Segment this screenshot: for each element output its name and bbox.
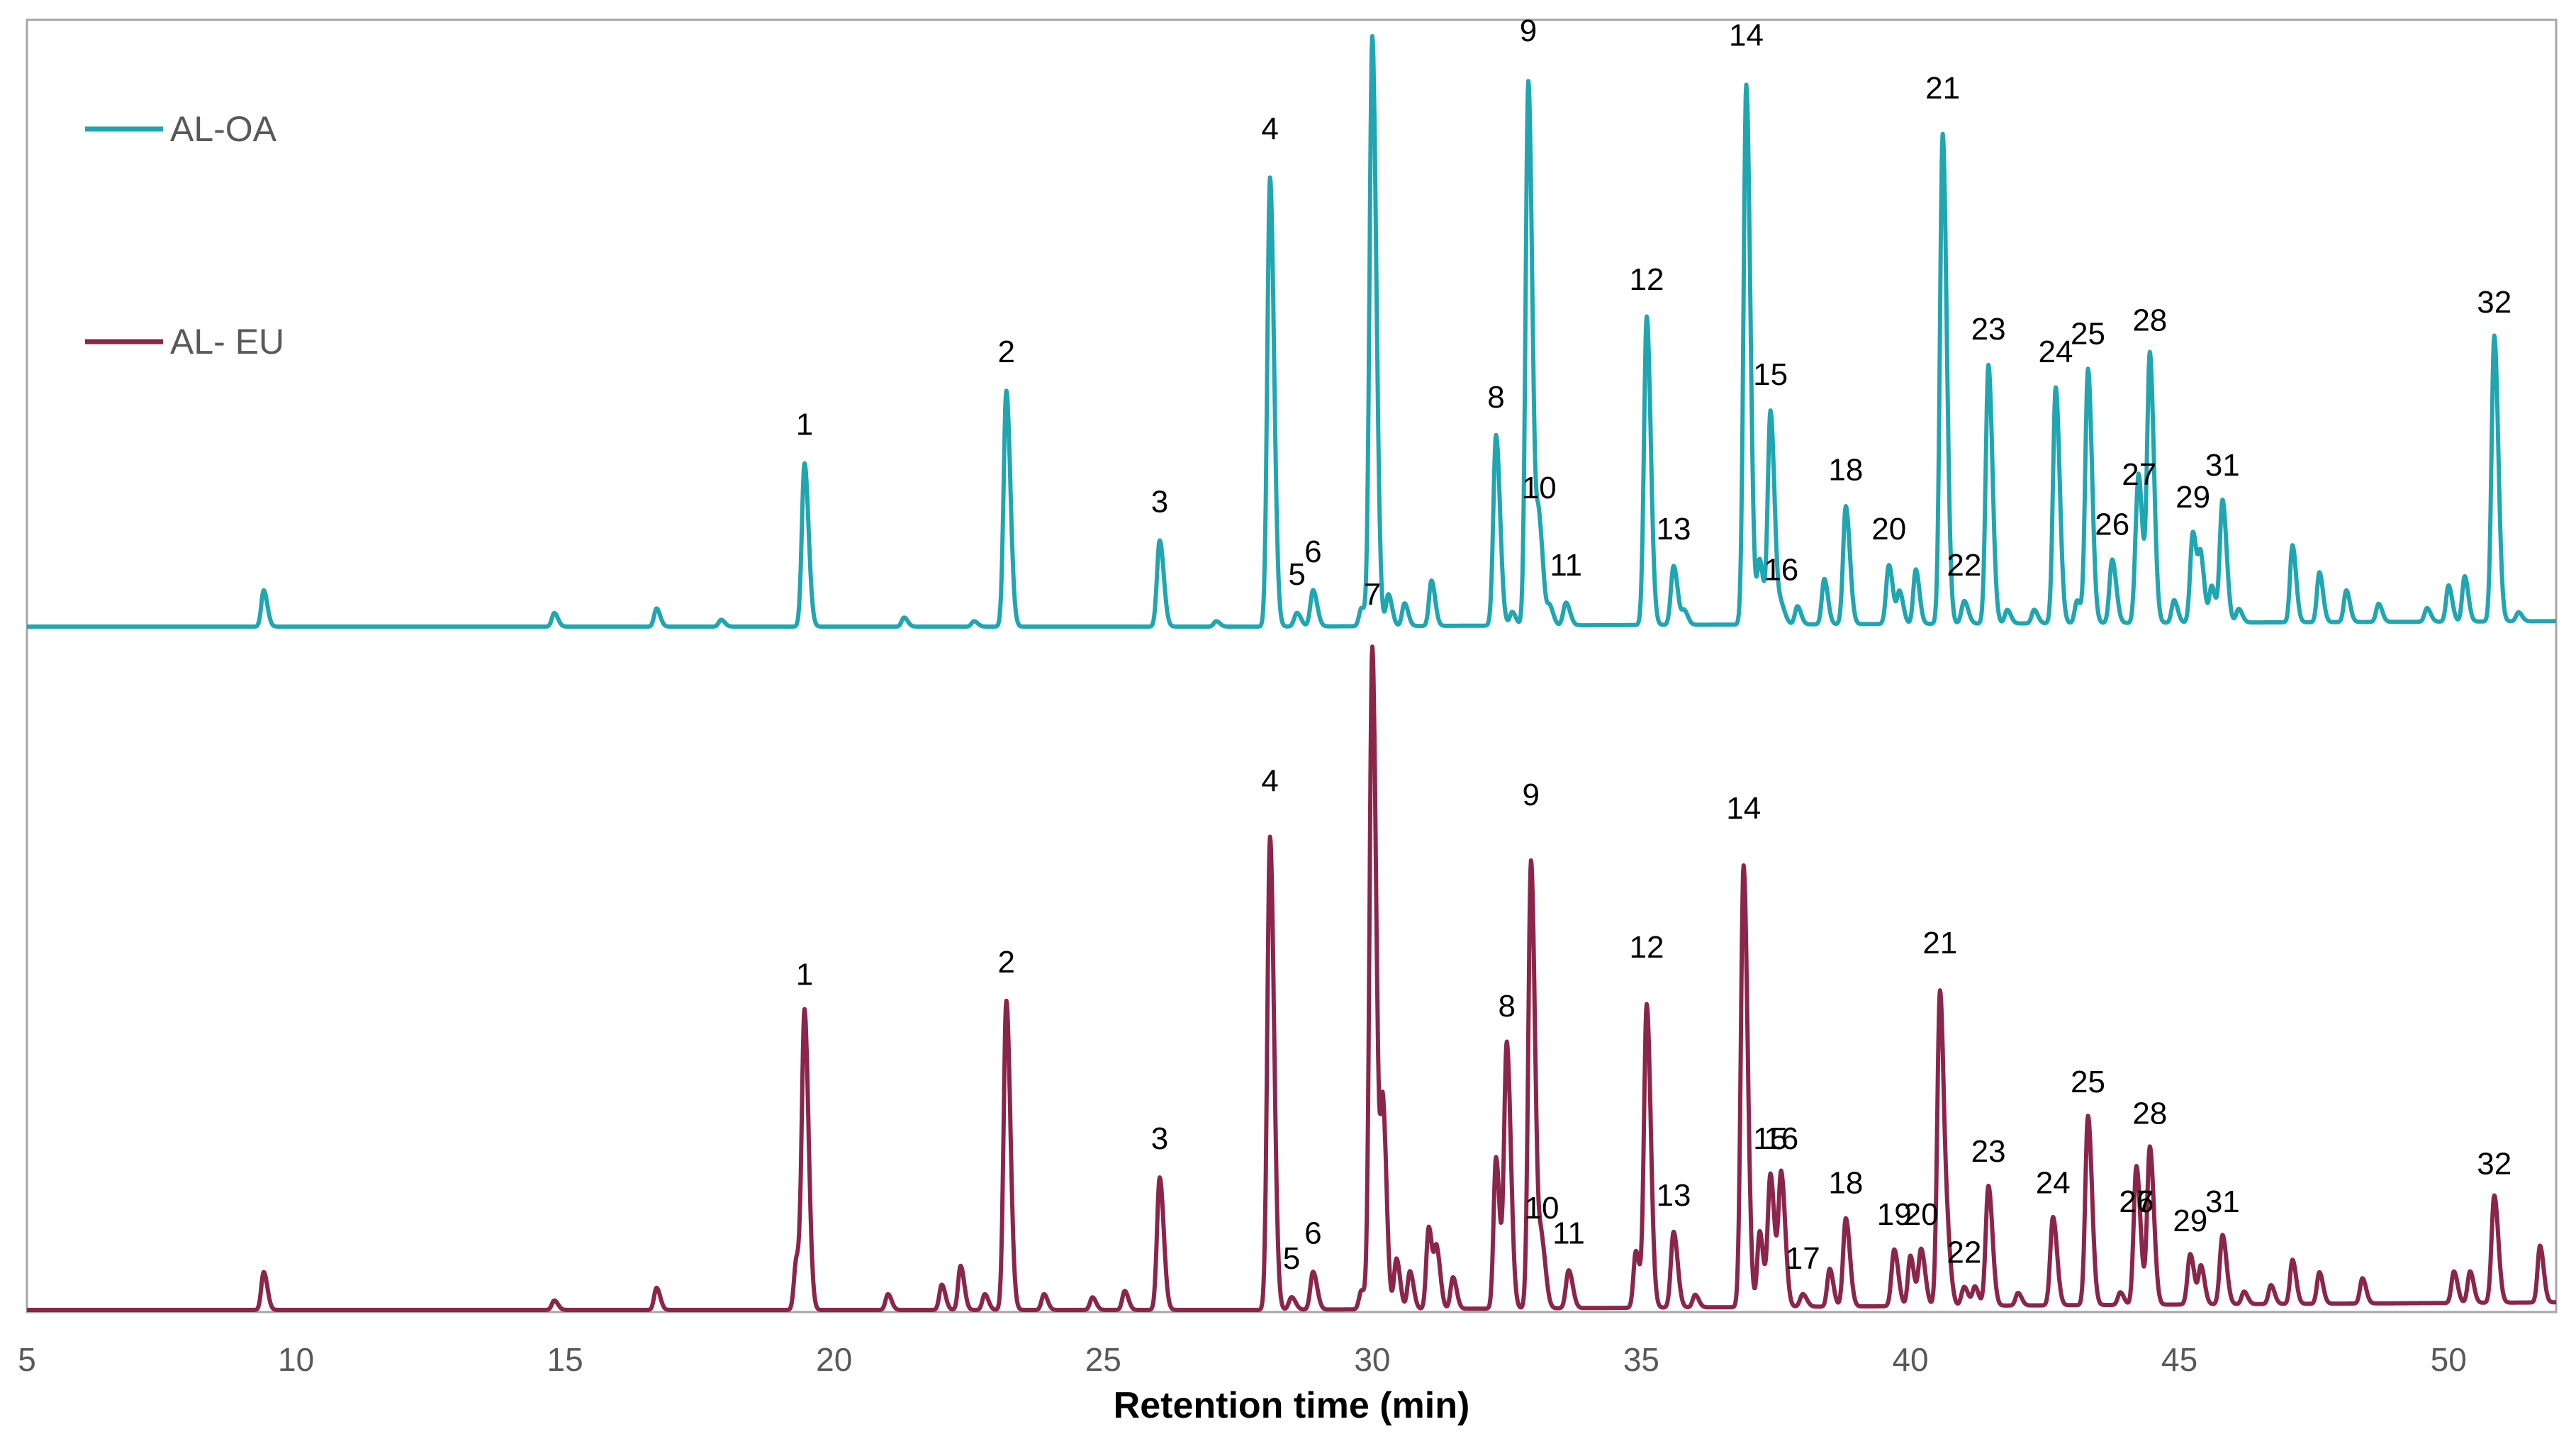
peak-label: 7 bbox=[1364, 578, 1381, 612]
peak-label: 1 bbox=[796, 408, 813, 442]
peak-label: 25 bbox=[2071, 317, 2105, 352]
peak-label: 14 bbox=[1726, 791, 1761, 826]
peak-label: 29 bbox=[2173, 1204, 2207, 1238]
peak-label: 18 bbox=[1828, 453, 1863, 488]
peak-label: 7 bbox=[1364, 0, 1381, 3]
x-tick-label: 40 bbox=[1892, 1341, 1928, 1378]
x-tick-label: 30 bbox=[1354, 1341, 1390, 1378]
legend-label: AL- EU bbox=[170, 322, 284, 362]
x-tick-label: 15 bbox=[547, 1341, 583, 1378]
peak-label: 15 bbox=[1753, 1121, 1788, 1156]
peak-label: 29 bbox=[2175, 480, 2210, 515]
peak-label: 1 bbox=[796, 958, 813, 992]
peak-label: 24 bbox=[2039, 335, 2073, 369]
peak-label: 14 bbox=[1729, 18, 1764, 52]
peak-label: 23 bbox=[1971, 1134, 2006, 1169]
peak-label: 28 bbox=[2132, 1097, 2167, 1131]
peak-label: 27 bbox=[2122, 457, 2156, 492]
peak-label: 22 bbox=[1947, 548, 1981, 583]
x-axis: 5 10 15 20 25 30 35 40 45 50 Retention time (min) bbox=[18, 1341, 2467, 1426]
peak-label: 4 bbox=[1261, 111, 1278, 146]
peak-label: 13 bbox=[1657, 1178, 1691, 1213]
peak-label: 21 bbox=[1925, 71, 1960, 106]
peak-label: 6 bbox=[1304, 1216, 1321, 1251]
peak-label: 9 bbox=[1523, 778, 1540, 812]
x-tick-label: 45 bbox=[2161, 1341, 2197, 1378]
x-tick-label: 10 bbox=[278, 1341, 314, 1378]
x-axis-title: Retention time (min) bbox=[1114, 1385, 1470, 1426]
peak-label: 20 bbox=[1904, 1197, 1939, 1232]
peak-label: 21 bbox=[1922, 926, 1957, 960]
peak-label: 2 bbox=[997, 335, 1014, 369]
peak-label: 19 bbox=[1877, 1197, 1912, 1232]
peak-label: 32 bbox=[2477, 1147, 2511, 1182]
peak-label: 24 bbox=[2036, 1165, 2071, 1200]
peak-label: 22 bbox=[1947, 1235, 1981, 1270]
peak-label: 8 bbox=[1487, 380, 1504, 415]
peak-label: 17 bbox=[1786, 1241, 1820, 1276]
peak-label: 5 bbox=[1288, 557, 1305, 592]
x-tick-label: 35 bbox=[1623, 1341, 1659, 1378]
peak-label: 2 bbox=[997, 945, 1014, 980]
peak-label: 13 bbox=[1657, 512, 1691, 547]
peak-label: 31 bbox=[2205, 1184, 2240, 1219]
peak-label: 16 bbox=[1764, 552, 1798, 587]
peak-label: 12 bbox=[1630, 930, 1664, 965]
peak-label: 27 bbox=[2119, 1184, 2154, 1219]
peak-label: 10 bbox=[1525, 1191, 1559, 1226]
peak-label: 3 bbox=[1151, 1121, 1168, 1156]
series-line-al-oa bbox=[25, 34, 2558, 629]
x-tick-label: 50 bbox=[2431, 1341, 2467, 1378]
peak-label: 18 bbox=[1828, 1165, 1863, 1200]
peak-label: 23 bbox=[1971, 312, 2006, 347]
legend-label: AL-OA bbox=[170, 109, 277, 149]
peak-label: 25 bbox=[2071, 1065, 2105, 1099]
peak-labels: 1234567891011121314151618202122232425262… bbox=[796, 0, 2511, 1276]
plot-frame bbox=[26, 18, 2558, 1313]
x-tick-label: 5 bbox=[18, 1341, 36, 1378]
peak-label: 8 bbox=[1498, 989, 1515, 1024]
peak-label: 3 bbox=[1151, 484, 1168, 519]
peak-label: 4 bbox=[1261, 764, 1278, 799]
peak-label: 31 bbox=[2205, 448, 2240, 483]
x-tick-label: 20 bbox=[816, 1341, 852, 1378]
peak-label: 5 bbox=[1283, 1241, 1300, 1276]
series-lines bbox=[25, 34, 2558, 1312]
peak-label: 10 bbox=[1522, 471, 1557, 505]
x-tick-label: 25 bbox=[1085, 1341, 1121, 1378]
peak-label: 16 bbox=[1764, 1121, 1798, 1156]
peak-label: 32 bbox=[2477, 285, 2511, 320]
peak-label: 6 bbox=[1304, 534, 1321, 569]
peak-label: 26 bbox=[2095, 507, 2129, 542]
peak-label: 26 bbox=[2119, 1184, 2154, 1219]
peak-label: 28 bbox=[2132, 303, 2167, 337]
legend: AL-OA AL- EU bbox=[85, 109, 284, 362]
peak-label: 11 bbox=[1550, 548, 1582, 583]
peak-label: 15 bbox=[1753, 357, 1788, 392]
peak-label: 9 bbox=[1520, 13, 1537, 48]
peak-label: 11 bbox=[1552, 1216, 1585, 1251]
peak-label: 12 bbox=[1630, 262, 1664, 297]
series-line-al-eu bbox=[25, 644, 2558, 1312]
peak-label: 20 bbox=[1871, 512, 1906, 547]
